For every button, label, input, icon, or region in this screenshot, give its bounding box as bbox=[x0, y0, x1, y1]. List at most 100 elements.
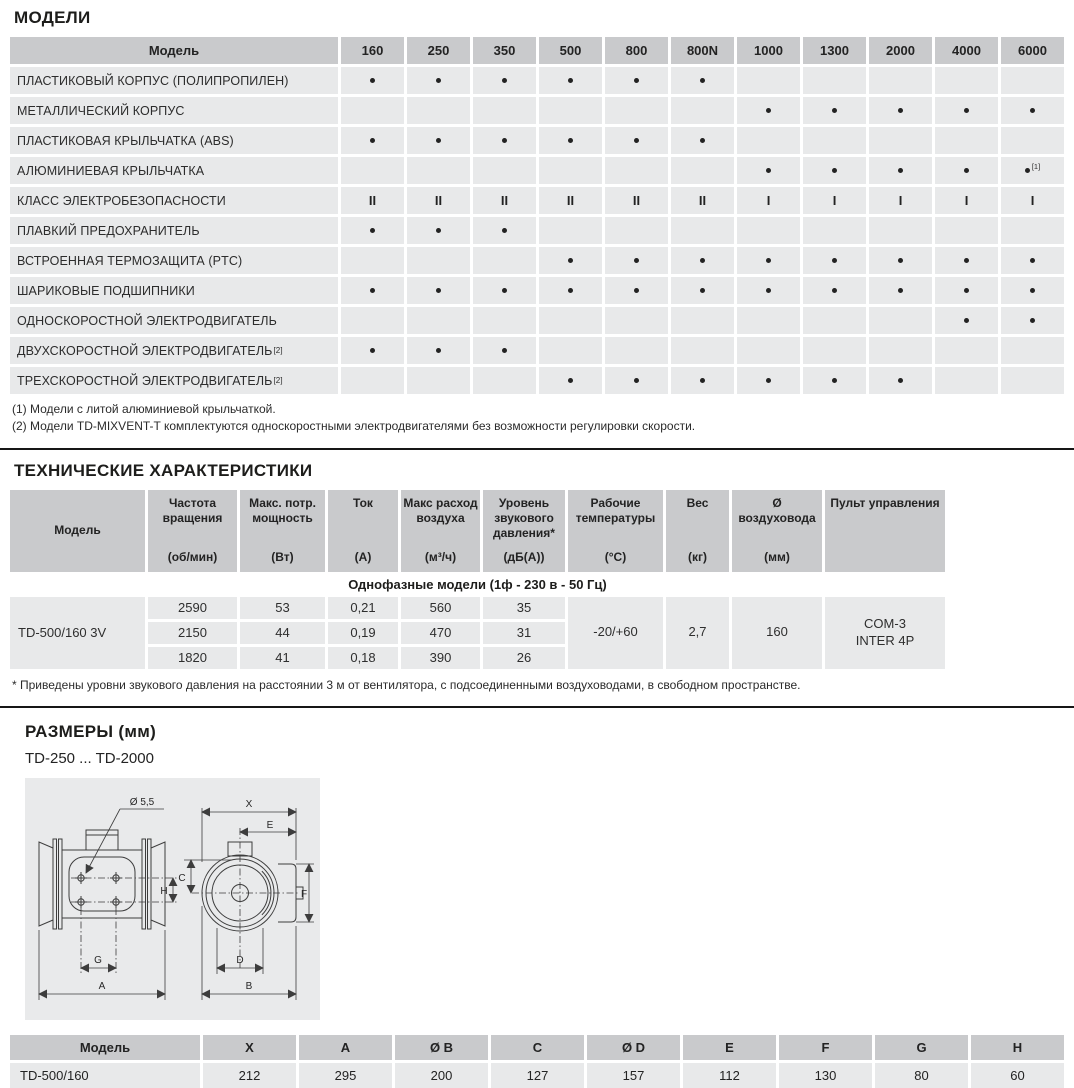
feature-cell bbox=[605, 277, 668, 304]
tech-column-header: Уровень звукового давления* (дБ(А)) bbox=[483, 489, 565, 572]
feature-cell bbox=[341, 157, 404, 184]
tech-table: Модель Частота вращения (об/мин) Макс. потр… bbox=[10, 489, 945, 669]
bullet-dot bbox=[1030, 288, 1035, 293]
feature-cell bbox=[869, 217, 932, 244]
feature-cell bbox=[737, 127, 800, 154]
bullet-dot bbox=[568, 78, 573, 83]
feature-cell bbox=[341, 217, 404, 244]
feature-cell: II bbox=[605, 187, 668, 214]
tech-value-cell: 53 bbox=[240, 596, 325, 619]
bullet-dot bbox=[964, 318, 969, 323]
feature-cell bbox=[407, 337, 470, 364]
tech-footnote: * Приведены уровни звукового давления на… bbox=[12, 677, 801, 692]
feature-cell bbox=[1001, 247, 1064, 274]
feature-cell bbox=[605, 67, 668, 94]
separator-line bbox=[0, 447, 1074, 450]
label-a: A bbox=[99, 981, 106, 992]
feature-row-label: ПЛАВКИЙ ПРЕДОХРАНИТЕЛЬ bbox=[10, 217, 338, 244]
feature-row-label: ДВУХСКОРОСТНОЙ ЭЛЕКТРОДВИГАТЕЛЬ [2] bbox=[10, 337, 338, 364]
tech-column-header: Рабочие температуры (°C) bbox=[568, 489, 663, 572]
models-footnote-2: (2) Модели TD-MIXVENT-T комплектуются од… bbox=[12, 419, 696, 434]
tech-merged-cell: 160 bbox=[732, 596, 822, 669]
bullet-dot bbox=[1024, 168, 1030, 173]
feature-cell bbox=[671, 307, 734, 334]
feature-cell bbox=[803, 277, 866, 304]
feature-cell bbox=[341, 367, 404, 394]
feature-cell: II bbox=[539, 187, 602, 214]
tech-value-cell: 2150 bbox=[148, 621, 237, 644]
feature-cell bbox=[605, 307, 668, 334]
feature-cell bbox=[869, 157, 932, 184]
tech-column-header: Макс расход воздуха (м³/ч) bbox=[401, 489, 480, 572]
feature-cell bbox=[407, 67, 470, 94]
bullet-dot bbox=[964, 108, 969, 113]
feature-cell bbox=[473, 277, 536, 304]
tech-column-header: Частота вращения (об/мин) bbox=[148, 489, 237, 572]
feature-cell: I bbox=[935, 187, 998, 214]
feature-cell bbox=[671, 127, 734, 154]
feature-cell bbox=[341, 277, 404, 304]
feature-cell bbox=[935, 67, 998, 94]
bullet-dot bbox=[436, 348, 441, 353]
feature-row-label: ПЛАСТИКОВЫЙ КОРПУС (ПОЛИПРОПИЛЕН) bbox=[10, 67, 338, 94]
bullet-dot bbox=[568, 378, 573, 383]
feature-cell bbox=[869, 127, 932, 154]
feature-cell bbox=[803, 97, 866, 124]
tech-value-cell: 2590 bbox=[148, 596, 237, 619]
tech-value-cell: 470 bbox=[401, 621, 480, 644]
bullet-dot bbox=[568, 258, 573, 263]
tech-model-cell: TD-500/160 3V bbox=[10, 596, 145, 669]
label-e: E bbox=[267, 820, 274, 831]
models-column-header: 800N bbox=[671, 37, 734, 64]
dimensions-column-header: H bbox=[971, 1035, 1064, 1061]
models-column-header: 500 bbox=[539, 37, 602, 64]
feature-cell bbox=[869, 277, 932, 304]
side-view-dimension-lines bbox=[38, 808, 178, 1001]
bullet-dot bbox=[502, 78, 507, 83]
feature-cell bbox=[407, 127, 470, 154]
feature-cell bbox=[737, 277, 800, 304]
dimensions-column-header: F bbox=[779, 1035, 872, 1061]
feature-cell bbox=[341, 127, 404, 154]
feature-cell bbox=[539, 367, 602, 394]
bullet-dot bbox=[634, 288, 639, 293]
models-column-header: 350 bbox=[473, 37, 536, 64]
feature-cell bbox=[1001, 217, 1064, 244]
feature-cell bbox=[737, 247, 800, 274]
models-column-header: 1300 bbox=[803, 37, 866, 64]
tech-section-title: ТЕХНИЧЕСКИЕ ХАРАКТЕРИСТИКИ bbox=[14, 460, 313, 480]
feature-cell bbox=[539, 307, 602, 334]
dimensions-column-header: Ø B bbox=[395, 1035, 488, 1061]
feature-cell bbox=[869, 97, 932, 124]
bullet-dot bbox=[634, 378, 639, 383]
label-g: G bbox=[94, 955, 102, 966]
dimensions-drawing: Ø 5,5 H G A X E C F D B bbox=[25, 778, 320, 1021]
label-f: F bbox=[301, 889, 307, 900]
feature-cell: I bbox=[1001, 187, 1064, 214]
bullet-dot bbox=[832, 378, 837, 383]
feature-cell bbox=[473, 67, 536, 94]
feature-cell bbox=[407, 157, 470, 184]
bullet-dot bbox=[700, 288, 705, 293]
bullet-dot bbox=[370, 138, 375, 143]
dimensions-column-header: G bbox=[875, 1035, 968, 1061]
feature-cell bbox=[935, 97, 998, 124]
feature-row-label: ВСТРОЕННАЯ ТЕРМОЗАЩИТА (PTC) bbox=[10, 247, 338, 274]
bullet-dot bbox=[370, 78, 375, 83]
bullet-dot bbox=[964, 288, 969, 293]
bullet-dot bbox=[370, 348, 375, 353]
bullet-dot bbox=[436, 228, 441, 233]
feature-cell bbox=[935, 217, 998, 244]
tech-value-cell: 26 bbox=[483, 646, 565, 669]
bullet-dot bbox=[766, 108, 771, 113]
feature-cell bbox=[473, 97, 536, 124]
feature-cell bbox=[803, 67, 866, 94]
bullet-dot bbox=[436, 78, 441, 83]
feature-cell bbox=[737, 157, 800, 184]
bullet-dot bbox=[700, 258, 705, 263]
bullet-dot bbox=[766, 168, 771, 173]
bullet-dot bbox=[700, 138, 705, 143]
dimensions-column-header: A bbox=[299, 1035, 392, 1061]
feature-row-label: КЛАСС ЭЛЕКТРОБЕЗОПАСНОСТИ bbox=[10, 187, 338, 214]
feature-cell bbox=[539, 247, 602, 274]
